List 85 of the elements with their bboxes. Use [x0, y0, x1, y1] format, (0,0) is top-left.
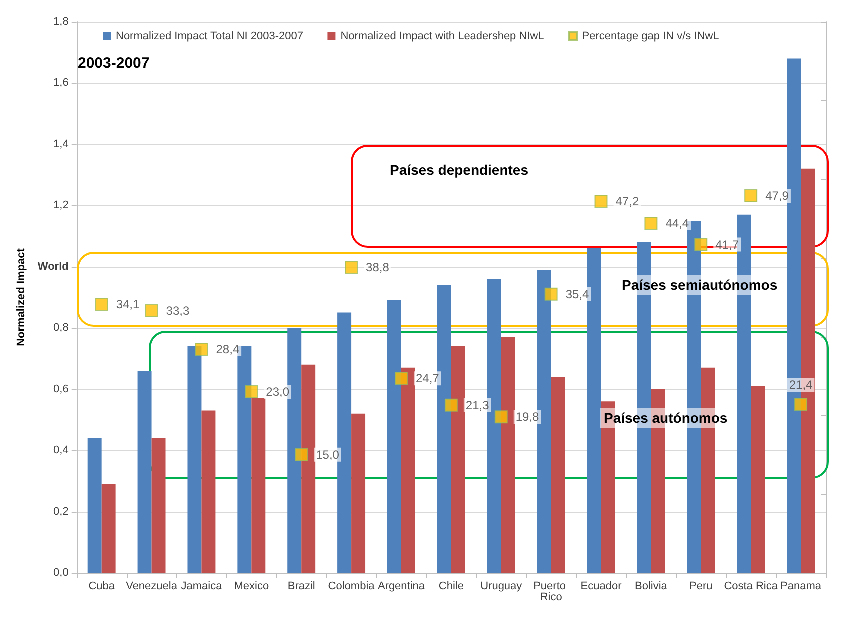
point: [245, 385, 258, 398]
annotation: 2003-2007: [78, 55, 150, 72]
data-label: 23,0: [266, 384, 290, 399]
point: [345, 261, 358, 274]
y-tick-label: 1,6: [54, 77, 69, 90]
x-tick-label: Venezuela: [126, 580, 178, 592]
legend-label: Percentage gap IN v/s INwL: [582, 30, 720, 42]
bar: [401, 368, 416, 573]
y-tick-label: 0,2: [54, 506, 69, 518]
point: [195, 342, 208, 356]
y-tick-label: 0,6: [54, 383, 69, 396]
bar: [352, 414, 366, 573]
bar: [238, 346, 252, 573]
data-label: 44,4: [666, 216, 690, 231]
data-label: 47,9: [766, 188, 790, 203]
x-tick-label: Cuba: [88, 580, 116, 592]
data-label: 38,8: [366, 260, 390, 275]
bar: [102, 484, 116, 573]
annotation: Países semiautónomos: [622, 277, 778, 293]
bar: [551, 377, 566, 573]
annotation: Países dependientes: [390, 162, 529, 178]
bar: [388, 300, 402, 573]
point: [394, 372, 408, 386]
annotation: Países autónomos: [604, 410, 728, 426]
x-tick-label: Mexico: [234, 580, 270, 592]
point: [544, 288, 558, 301]
y-tick-label: 0,4: [54, 444, 69, 457]
bar: [451, 346, 466, 573]
data-label: 35,4: [566, 287, 590, 302]
y-tick-label: 1,4: [54, 138, 69, 150]
point: [295, 448, 308, 462]
data-label: 21,3: [466, 398, 490, 412]
point: [95, 298, 108, 312]
bar: [751, 386, 766, 573]
x-tick-label: Bolivia: [634, 580, 668, 592]
x-tick-label: Argentina: [378, 580, 426, 592]
y-axis-title: Normalized Impact: [16, 248, 28, 346]
data-label: 34,1: [116, 298, 140, 312]
data-label: 41,7: [716, 238, 740, 252]
data-label: 15,0: [316, 448, 340, 462]
point: [594, 194, 608, 208]
bar: [437, 285, 452, 573]
y-tick-label: 0,0: [54, 567, 69, 579]
x-tick-label: Panama: [780, 580, 822, 592]
x-tick-label: Ecuador: [580, 580, 622, 592]
bar: [202, 410, 216, 573]
data-label: 21,4: [789, 378, 814, 392]
bar: [152, 438, 166, 573]
data-label: 19,8: [516, 410, 540, 424]
point: [444, 398, 458, 412]
point: [694, 238, 708, 252]
bar: [252, 398, 266, 573]
x-tick-label: Costa Rica: [724, 580, 779, 592]
bar: [537, 270, 552, 573]
bar: [138, 370, 152, 573]
y-tick-label: World: [38, 260, 69, 273]
bar: [587, 248, 602, 573]
data-label: 47,2: [616, 194, 640, 208]
data-label: 28,4: [216, 342, 240, 356]
bar: [501, 337, 516, 573]
x-tick-label: Uruguay: [480, 580, 523, 592]
x-tick-label: Peru: [690, 580, 713, 592]
x-tick-label: Brazil: [288, 580, 316, 592]
bar: [487, 279, 502, 573]
point: [794, 398, 808, 412]
bar: [88, 438, 102, 573]
point: [744, 189, 758, 202]
data-label: 24,7: [416, 372, 440, 386]
point: [494, 410, 508, 424]
legend-label: Normalized Impact Total NI 2003-2007: [116, 30, 304, 42]
y-tick-label: 1,8: [54, 16, 69, 28]
legend-label: Normalized Impact with Leadershep NIwL: [340, 30, 544, 42]
x-tick-label: Puerto Rico: [534, 580, 570, 604]
bar: [288, 328, 302, 573]
x-tick-label: Colombia: [328, 580, 376, 592]
y-tick-label: 1,2: [54, 200, 69, 212]
bar: [338, 312, 352, 573]
bar: [302, 364, 316, 573]
data-label: 33,3: [166, 304, 190, 318]
y-tick-label: 0,8: [54, 322, 69, 334]
point: [145, 304, 158, 318]
point: [644, 217, 658, 230]
bar: [188, 346, 202, 573]
x-tick-label: Chile: [438, 580, 464, 592]
x-tick-label: Jamaica: [181, 580, 224, 592]
